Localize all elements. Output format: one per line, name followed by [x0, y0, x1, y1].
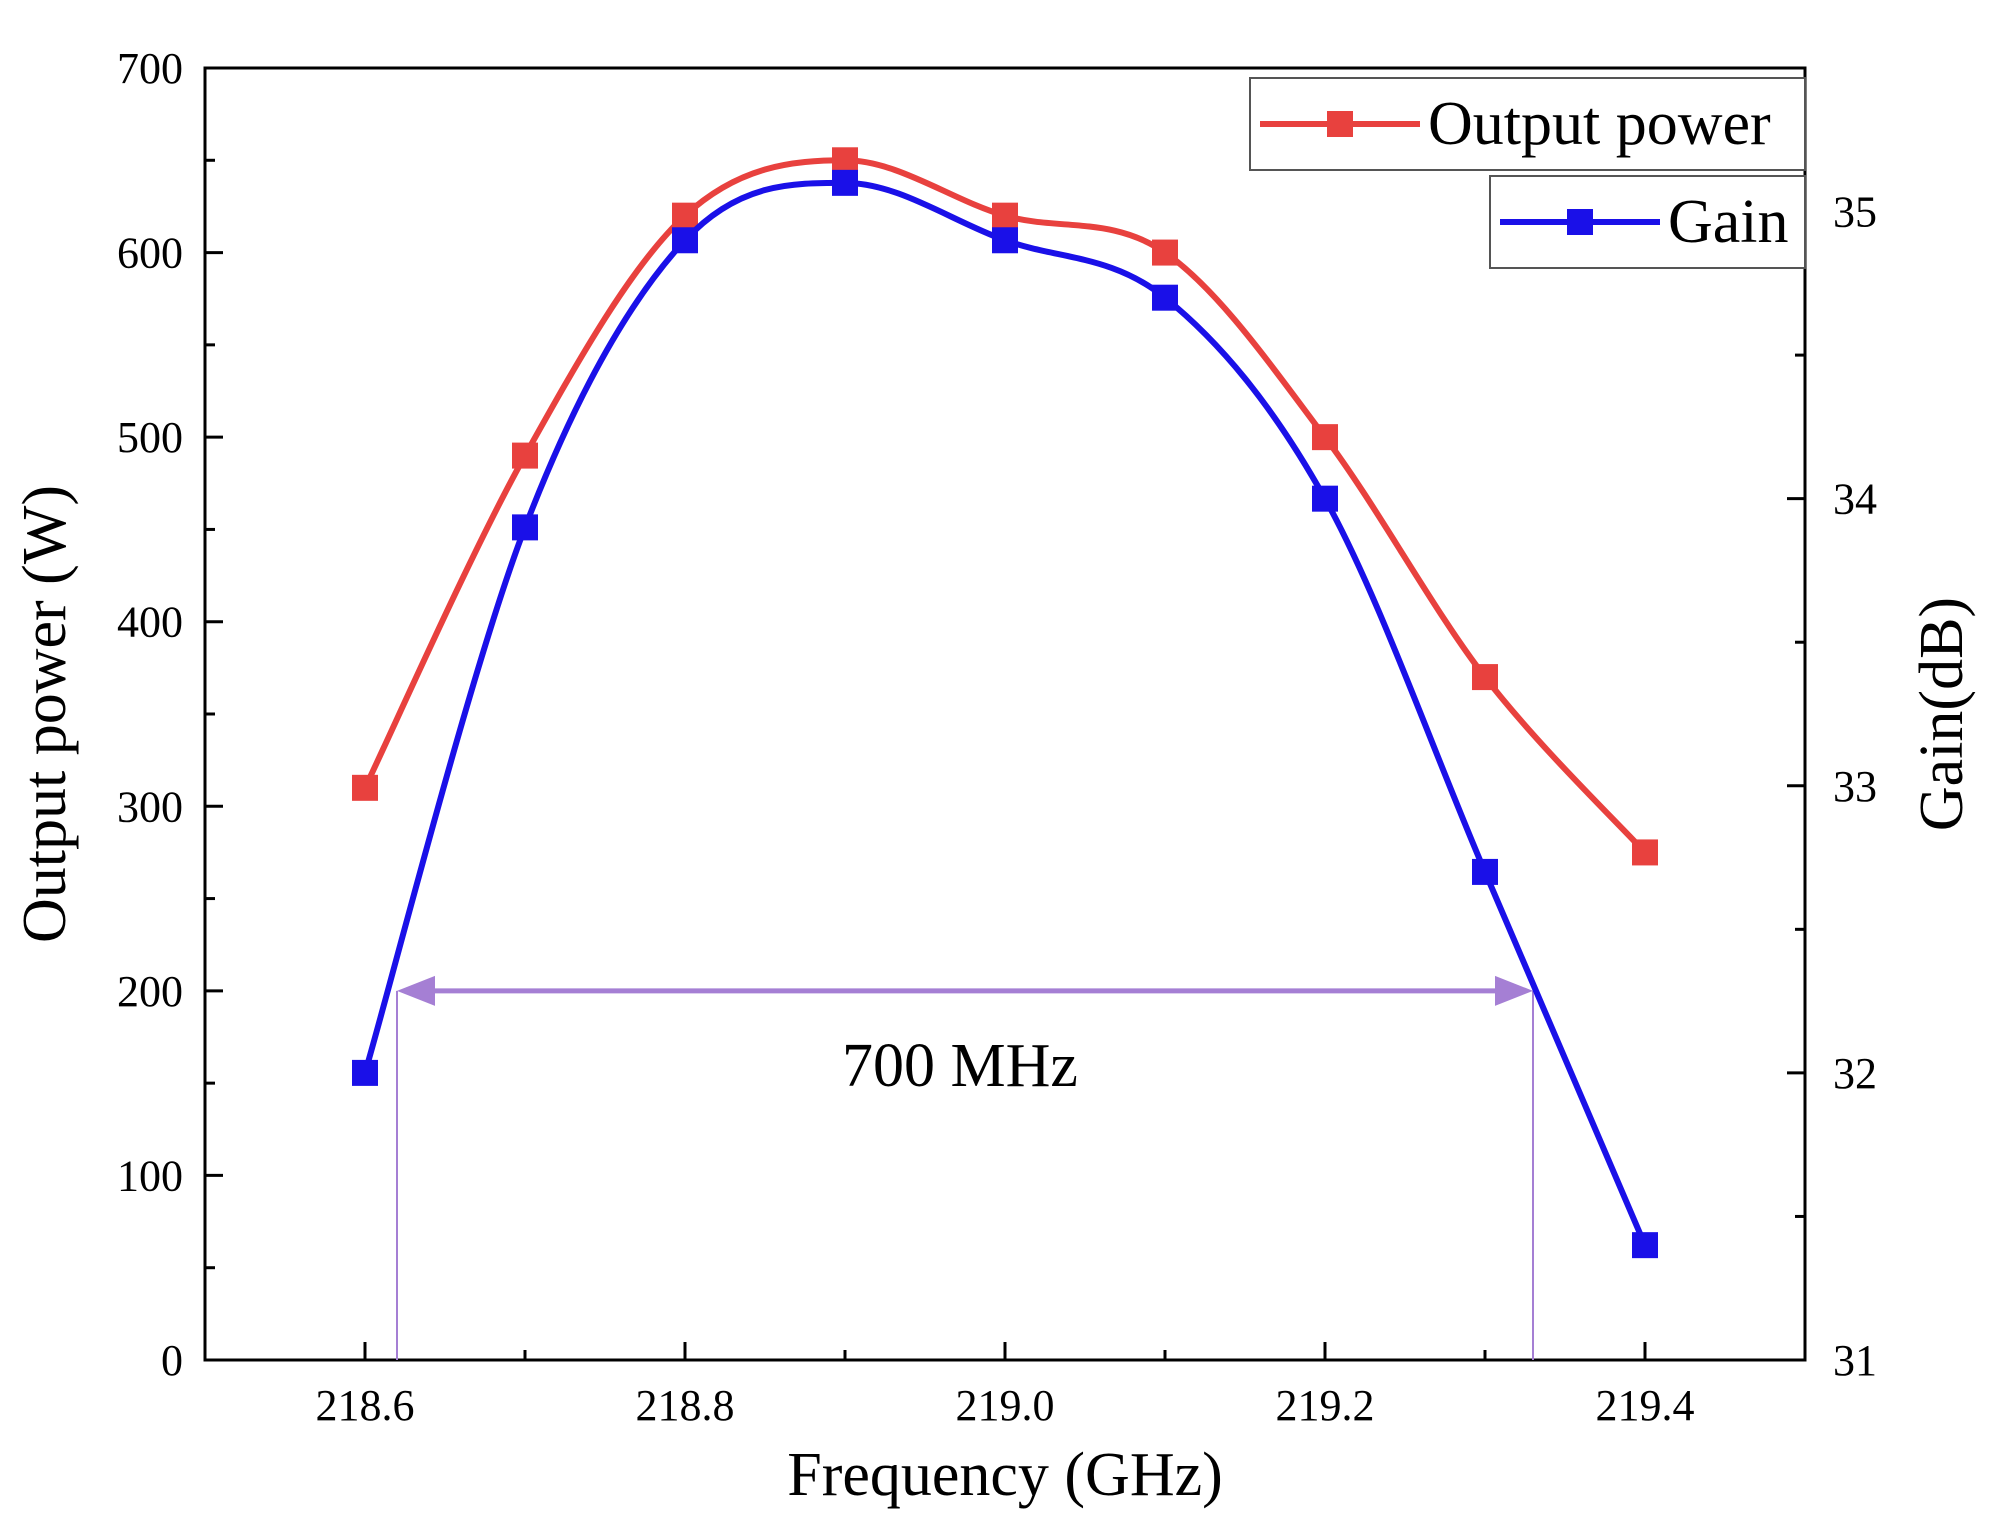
- legend-label: Output power: [1428, 90, 1771, 158]
- y2-tick-label: 33: [1833, 762, 1877, 811]
- gain-marker: [1472, 858, 1498, 885]
- bandwidth-arrowhead-right: [1495, 975, 1533, 1006]
- legend: Output power Gain: [1249, 77, 1806, 269]
- y2-tick-label: 31: [1833, 1336, 1877, 1385]
- x-tick-label: 218.6: [316, 1381, 415, 1430]
- y-tick-label: 700: [117, 44, 183, 93]
- gain-marker: [1632, 1232, 1658, 1259]
- output-power-marker: [352, 774, 378, 801]
- y-tick-label: 600: [117, 229, 183, 278]
- y-tick-label: 200: [117, 967, 183, 1016]
- x-tick-label: 218.8: [636, 1381, 735, 1430]
- axes-layer: 218.6 218.8 219.0 219.2 219.4 0 100 200 300 400 50…: [11, 44, 1976, 1509]
- y-tick-label: 300: [117, 782, 183, 831]
- bandwidth-label: 700 MHz: [842, 1032, 1078, 1100]
- legend-swatch-marker: [1327, 111, 1353, 137]
- y2-axis-title: Gain(dB): [1908, 597, 1976, 831]
- x-tick-label: 219.4: [1596, 1381, 1695, 1430]
- gain-marker: [672, 227, 698, 254]
- legend-item-gain: Gain: [1489, 175, 1806, 269]
- gain-marker: [1312, 485, 1338, 512]
- output-power-line: [362, 157, 1648, 855]
- y-tick-label: 0: [161, 1336, 183, 1385]
- legend-swatch-marker: [1567, 209, 1593, 235]
- bandwidth-arrowhead-left: [397, 975, 435, 1006]
- y2-tick-label: 35: [1833, 188, 1877, 237]
- output-power-marker: [1472, 664, 1498, 691]
- x-tick-label: 219.2: [1276, 1381, 1375, 1430]
- series-layer: [352, 147, 1658, 1259]
- gain-marker: [832, 169, 858, 196]
- output-power-marker: [512, 442, 538, 469]
- legend-label: Gain: [1668, 188, 1789, 256]
- y-tick-label: 500: [117, 413, 183, 462]
- x-tick-label: 219.0: [956, 1381, 1055, 1430]
- gain-marker: [1152, 284, 1178, 311]
- gain-marker: [352, 1059, 378, 1086]
- output-power-marker: [832, 147, 858, 174]
- legend-item-output-power: Output power: [1249, 77, 1806, 171]
- gain-marker: [992, 227, 1018, 254]
- output-power-marker: [1312, 424, 1338, 451]
- output-power-marker: [992, 202, 1018, 229]
- output-power-marker: [672, 202, 698, 229]
- annotation-layer: 700 MHz: [396, 975, 1534, 1360]
- output-power-marker: [1632, 839, 1658, 866]
- y2-tick-label: 32: [1833, 1049, 1877, 1098]
- x-axis-title: Frequency (GHz): [787, 1441, 1223, 1509]
- y-tick-label: 400: [117, 598, 183, 647]
- output-power-marker: [1152, 239, 1178, 266]
- gain-marker: [512, 514, 538, 541]
- y-tick-label: 100: [117, 1151, 183, 1200]
- y-axis-title: Output power (W): [11, 485, 79, 943]
- y2-tick-label: 34: [1833, 475, 1877, 524]
